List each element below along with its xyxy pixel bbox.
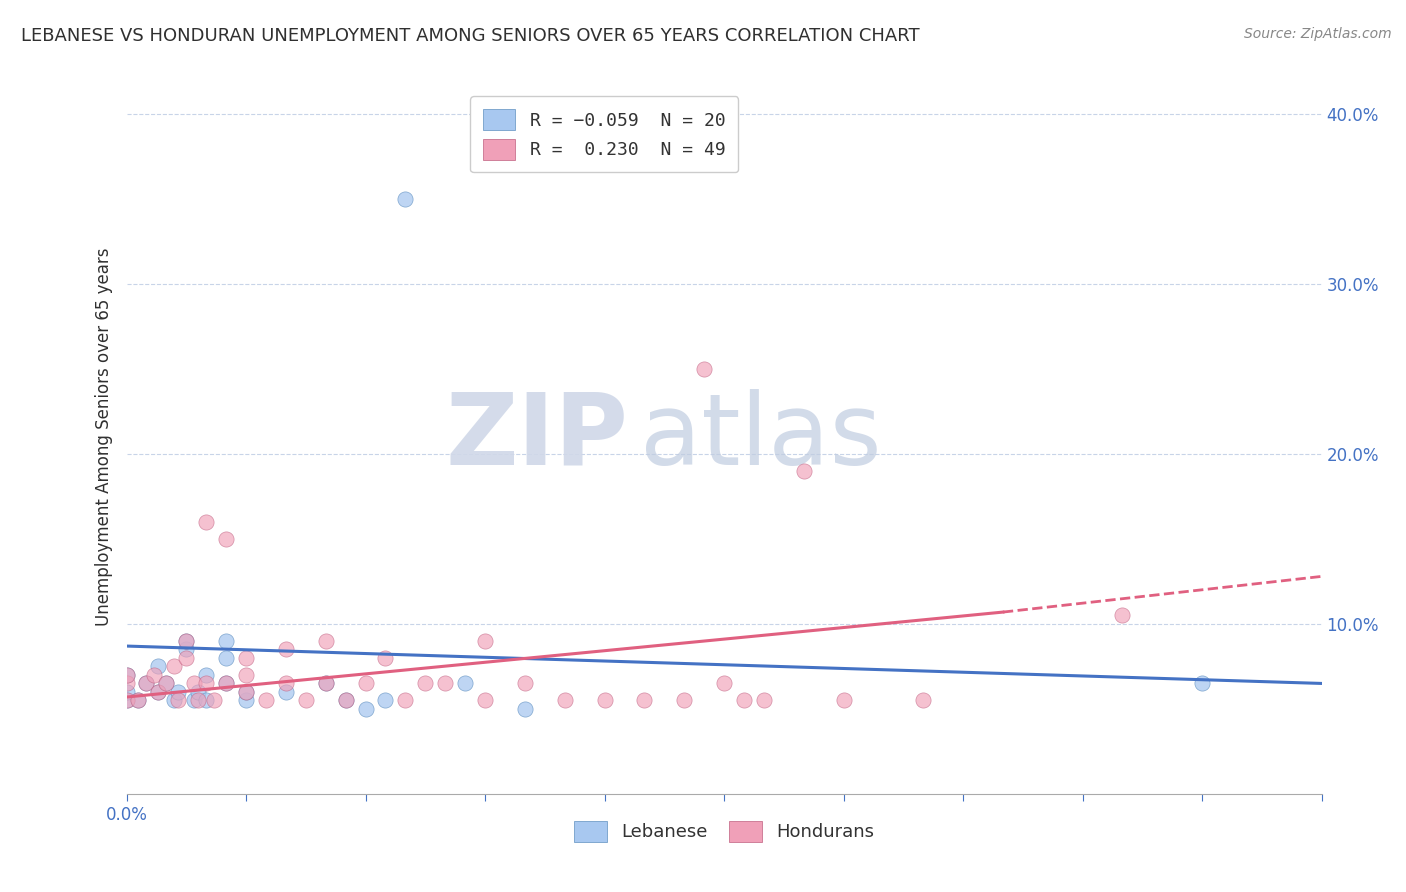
Point [693,362,716,376]
Point [413,676,436,690]
Point [374,693,396,707]
Point [235,668,257,682]
Y-axis label: Unemployment Among Seniors over 65 years: Unemployment Among Seniors over 65 years [94,248,112,626]
Text: LEBANESE VS HONDURAN UNEMPLOYMENT AMONG SENIORS OVER 65 YEARS CORRELATION CHART: LEBANESE VS HONDURAN UNEMPLOYMENT AMONG … [21,27,920,45]
Point [183,676,205,690]
Point [593,693,616,707]
Point [235,693,257,707]
Point [374,651,396,665]
Point [174,634,197,648]
Point [187,693,209,707]
Text: atlas: atlas [640,389,882,485]
Point [274,642,297,657]
Point [215,651,238,665]
Point [167,685,190,699]
Point [513,676,536,690]
Point [195,693,218,707]
Point [673,693,696,707]
Point [202,693,225,707]
Point [215,676,238,690]
Point [235,651,257,665]
Point [474,634,496,648]
Point [135,676,157,690]
Point [315,676,337,690]
Point [174,634,197,648]
Point [215,532,238,546]
Point [474,693,496,707]
Point [434,676,457,690]
Point [394,192,416,206]
Point [127,693,149,707]
Point [354,676,377,690]
Point [454,676,477,690]
Text: Source: ZipAtlas.com: Source: ZipAtlas.com [1244,27,1392,41]
Point [254,693,277,707]
Point [135,676,157,690]
Point [148,685,170,699]
Point [115,685,138,699]
Point [633,693,655,707]
Point [148,685,170,699]
Text: ZIP: ZIP [446,389,628,485]
Point [115,668,138,682]
Point [148,659,170,673]
Point [115,668,138,682]
Point [183,693,205,707]
Point [832,693,855,707]
Point [174,651,197,665]
Point [215,676,238,690]
Point [1111,608,1133,623]
Point [115,693,138,707]
Point [315,676,337,690]
Point [235,685,257,699]
Point [115,693,138,707]
Point [394,693,416,707]
Point [315,634,337,648]
Point [187,685,209,699]
Point [713,676,735,690]
Point [1191,676,1213,690]
Point [155,676,177,690]
Point [335,693,357,707]
Point [294,693,316,707]
Point [163,659,186,673]
Point [733,693,755,707]
Point [215,634,238,648]
Point [793,464,815,478]
Point [195,668,218,682]
Point [195,676,218,690]
Legend: Lebanese, Hondurans: Lebanese, Hondurans [567,814,882,849]
Point [335,693,357,707]
Point [274,685,297,699]
Point [752,693,775,707]
Point [235,685,257,699]
Point [167,693,190,707]
Point [554,693,576,707]
Point [174,642,197,657]
Point [163,693,186,707]
Point [912,693,935,707]
Point [115,676,138,690]
Point [513,702,536,716]
Point [195,515,218,529]
Point [127,693,149,707]
Point [354,702,377,716]
Point [155,676,177,690]
Point [143,668,166,682]
Point [274,676,297,690]
